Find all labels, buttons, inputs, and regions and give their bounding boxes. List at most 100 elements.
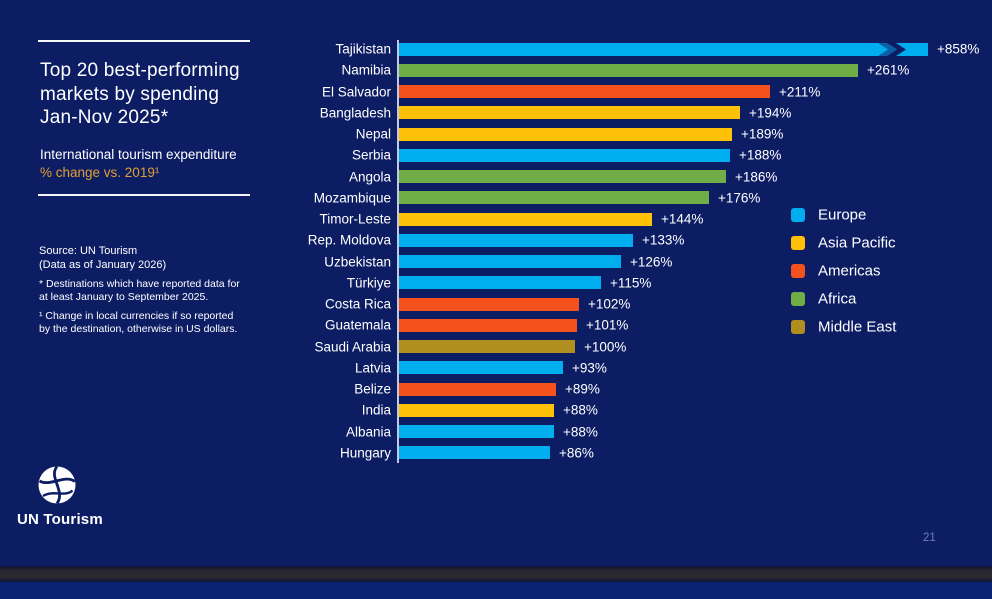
value-label: +86% xyxy=(559,445,594,461)
country-label: Timor-Leste xyxy=(319,211,391,227)
value-label: +261% xyxy=(867,62,910,78)
legend-label: Europe xyxy=(818,206,867,224)
data-bar xyxy=(399,403,554,417)
bar-row: Belize +89% xyxy=(0,381,992,397)
legend-swatch-icon xyxy=(791,320,805,334)
data-bar xyxy=(399,425,554,439)
legend-swatch-icon xyxy=(791,236,805,250)
chart-subtitle: International tourism expenditure % chan… xyxy=(40,146,270,182)
value-label: +194% xyxy=(749,105,792,121)
value-label: +186% xyxy=(735,169,778,185)
un-tourism-wordmark: UN Tourism xyxy=(17,511,103,528)
country-label: El Salvador xyxy=(321,84,391,100)
bar-row: Guatemala +101% xyxy=(0,317,992,333)
data-bar xyxy=(399,106,740,120)
data-bar xyxy=(399,85,770,99)
title-line-2: markets by spending xyxy=(40,83,220,105)
bar-row: Serbia +188% xyxy=(0,147,992,163)
footer-strip xyxy=(0,582,992,599)
bar-row: Türkiye +115% xyxy=(0,275,992,291)
bar-row: Latvia +93% xyxy=(0,360,992,376)
value-label: +133% xyxy=(642,232,685,248)
value-label: +88% xyxy=(563,402,598,418)
source-line-1: Source: UN Tourism xyxy=(39,245,138,257)
data-bar xyxy=(399,297,579,311)
data-bar xyxy=(399,212,652,226)
bar-row: El Salvador +211% xyxy=(0,84,992,100)
title-line-1: Top 20 best-performing xyxy=(40,60,240,81)
bar-row: Uzbekistan +126% xyxy=(0,254,992,270)
bar-row: India +88% xyxy=(0,402,992,418)
country-label: Latvia xyxy=(354,360,391,376)
value-label: +189% xyxy=(741,126,784,142)
bar-row: Tajikistan +858% xyxy=(0,41,992,57)
data-bar xyxy=(399,382,556,396)
bar-row: Namibia +261% xyxy=(0,62,992,78)
value-label: +101% xyxy=(586,317,629,333)
value-label: +858% xyxy=(937,41,980,57)
country-label: Rep. Moldova xyxy=(307,232,391,248)
top-divider xyxy=(38,40,250,42)
title-line-3: Jan-Nov 2025* xyxy=(40,107,169,128)
country-label: Angola xyxy=(348,169,391,185)
value-label: +126% xyxy=(630,254,673,270)
bar-row: Costa Rica +102% xyxy=(0,296,992,312)
data-bar xyxy=(399,170,726,184)
data-bar xyxy=(399,127,732,141)
bar-row: Albania +88% xyxy=(0,424,992,440)
country-label: Nepal xyxy=(355,126,391,142)
country-label: Hungary xyxy=(339,445,391,461)
data-bar xyxy=(399,255,621,269)
subtitle-text: International tourism expenditure xyxy=(40,147,237,162)
value-label: +93% xyxy=(572,360,607,376)
chart-axis-line xyxy=(397,40,399,463)
bar-row: Mozambique +176% xyxy=(0,190,992,206)
legend-swatch-icon xyxy=(791,264,805,278)
un-tourism-logo-icon xyxy=(36,464,80,508)
data-bar xyxy=(399,318,577,332)
legend-label: Africa xyxy=(818,290,857,308)
country-label: Namibia xyxy=(341,62,391,78)
bar-row: Angola +186% xyxy=(0,169,992,185)
legend-swatch-icon xyxy=(791,208,805,222)
legend-swatch-icon xyxy=(791,292,805,306)
source-note: Source: UN Tourism (Data as of January 2… xyxy=(39,245,269,272)
bar-row: Saudi Arabia +100% xyxy=(0,339,992,355)
value-label: +176% xyxy=(718,190,761,206)
bar-row: Hungary +86% xyxy=(0,445,992,461)
data-bar xyxy=(399,340,575,354)
legend-label: Middle East xyxy=(818,318,897,336)
source-line-2: (Data as of January 2026) xyxy=(39,258,167,271)
legend-label: Americas xyxy=(818,262,881,280)
country-label: Tajikistan xyxy=(335,41,391,57)
country-label: Türkiye xyxy=(346,275,391,291)
country-label: Guatemala xyxy=(324,317,391,333)
bottom-band xyxy=(0,566,992,582)
bar-row: Nepal +189% xyxy=(0,126,992,142)
value-label: +102% xyxy=(588,296,631,312)
bar-row: Timor-Leste +144% xyxy=(0,211,992,227)
value-label: +144% xyxy=(661,211,704,227)
country-label: Mozambique xyxy=(313,190,391,206)
country-label: Uzbekistan xyxy=(324,254,391,270)
data-bar xyxy=(399,276,601,290)
country-label: India xyxy=(361,402,391,418)
data-bar xyxy=(399,233,633,247)
value-label: +188% xyxy=(739,147,782,163)
value-label: +89% xyxy=(565,381,600,397)
value-label: +88% xyxy=(563,424,598,440)
data-bar xyxy=(399,42,928,56)
page-title: Top 20 best-performing markets by spendi… xyxy=(40,59,270,130)
axis-break-icon xyxy=(878,42,908,56)
footnote-asterisk: * Destinations which have reported data … xyxy=(39,278,240,303)
data-bar xyxy=(399,446,550,460)
footnote-currency: ¹ Change in local currencies if so repor… xyxy=(39,310,238,335)
value-label: +100% xyxy=(584,339,627,355)
subtitle-highlight: % change vs. 2019¹ xyxy=(40,165,160,180)
bar-row: Bangladesh +194% xyxy=(0,105,992,121)
data-bar xyxy=(399,361,563,375)
country-label: Belize xyxy=(354,381,391,397)
value-label: +211% xyxy=(779,84,821,100)
legend-label: Asia Pacific xyxy=(818,234,896,252)
